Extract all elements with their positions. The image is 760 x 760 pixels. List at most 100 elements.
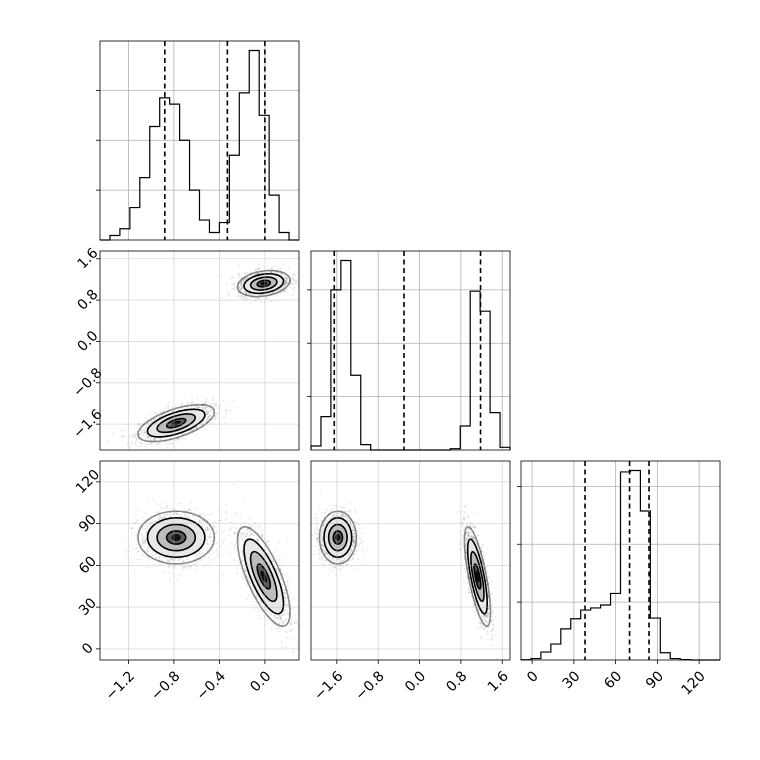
sample-point (241, 284, 243, 287)
sample-point (264, 297, 267, 300)
sample-point (147, 436, 150, 439)
sample-point (237, 287, 240, 290)
sample-point (151, 566, 153, 568)
sample-point (197, 515, 200, 518)
sample-point (155, 553, 157, 556)
sample-point (284, 281, 287, 283)
sample-point (151, 551, 154, 553)
sample-point (167, 566, 170, 569)
sample-point (207, 535, 210, 538)
sample-point (281, 619, 283, 622)
hist-grid-2 (521, 461, 720, 660)
sample-point (283, 283, 286, 286)
sample-point (149, 548, 151, 550)
sample-point (138, 441, 141, 444)
sample-point (204, 404, 206, 407)
sample-point (140, 541, 143, 544)
sample-point (177, 558, 180, 561)
sample-point (212, 536, 215, 539)
sample-point (202, 403, 205, 406)
sample-point (267, 552, 269, 555)
sample-point (205, 542, 208, 545)
sample-point (120, 429, 123, 431)
sample-point (252, 296, 255, 299)
sample-point (245, 294, 248, 297)
sample-point (153, 520, 156, 523)
sample-point (214, 405, 217, 407)
sample-point (149, 439, 152, 441)
sample-point (220, 514, 223, 517)
scatter-panel-0-2 (99, 460, 300, 661)
sample-point (176, 438, 179, 441)
sample-point (232, 287, 235, 290)
sample-point (179, 573, 181, 576)
sample-point (146, 437, 149, 440)
sample-point (215, 403, 218, 406)
sample-point (273, 269, 276, 272)
sample-point (260, 529, 263, 532)
sample-point (195, 556, 198, 559)
sample-point (138, 531, 140, 534)
sample-point (150, 419, 153, 421)
sample-point (267, 293, 270, 296)
sample-point (166, 406, 169, 409)
sample-point (279, 270, 282, 273)
sample-point (263, 293, 265, 296)
sample-point (193, 405, 196, 407)
sample-point (190, 501, 193, 504)
hist-frame-2 (520, 460, 721, 661)
sample-point (162, 517, 165, 519)
sample-point (198, 557, 201, 559)
sample-point (176, 579, 179, 581)
sample-point (240, 549, 243, 552)
sample-point (198, 552, 201, 555)
sample-point (144, 524, 147, 527)
sample-point (251, 271, 254, 274)
sample-point (206, 413, 209, 416)
sample-point (232, 275, 235, 278)
sample-point (288, 283, 291, 286)
sample-point (158, 437, 161, 440)
sample-point (125, 551, 127, 554)
sample-point (280, 289, 283, 291)
sample-point (186, 402, 188, 405)
sample-point (202, 519, 205, 522)
sample-point (161, 562, 164, 565)
sample-point (206, 520, 209, 522)
sample-point (281, 288, 284, 291)
sample-point (206, 550, 209, 553)
sample-point (143, 542, 146, 545)
sample-point (187, 402, 189, 405)
sample-point (239, 273, 241, 276)
sample-point (282, 263, 285, 266)
sample-point (213, 415, 216, 417)
sample-point (284, 588, 287, 591)
sample-point (224, 546, 227, 548)
sample-point (178, 436, 181, 439)
sample-point (135, 430, 138, 433)
sample-point (162, 515, 165, 518)
sample-point (135, 543, 138, 546)
sample-point (270, 292, 273, 295)
sample-point (210, 416, 213, 419)
sample-point (215, 404, 218, 407)
sample-point (153, 417, 156, 420)
sample-point (176, 512, 178, 515)
sample-point (150, 414, 153, 417)
sample-point (184, 432, 187, 435)
sample-point (167, 560, 170, 562)
sample-point (209, 535, 212, 538)
sample-point (240, 534, 243, 536)
sample-point (166, 514, 168, 516)
sample-point (212, 397, 214, 400)
sample-point (159, 559, 161, 562)
sample-point (256, 297, 259, 300)
sample-point (248, 294, 251, 297)
sample-point (275, 269, 277, 272)
sample-point (282, 621, 285, 624)
sample-point (237, 285, 240, 287)
sample-point (189, 566, 192, 568)
sample-point (125, 548, 127, 551)
sample-point (213, 551, 216, 554)
